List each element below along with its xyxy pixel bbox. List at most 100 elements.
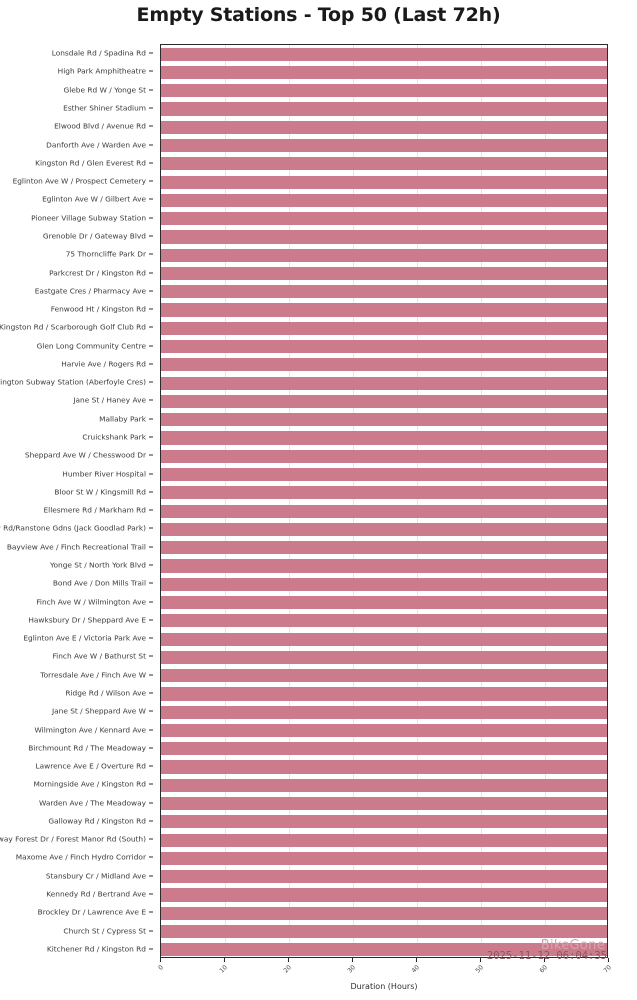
bar xyxy=(161,504,607,518)
y-tick-label: Finch Ave W / Wilmington Ave xyxy=(36,596,146,606)
y-tick-mark xyxy=(149,747,153,749)
y-tick-mark xyxy=(149,180,153,182)
bar xyxy=(161,175,607,189)
y-tick-label: Mallaby Park xyxy=(99,414,146,424)
y-tick-mark xyxy=(149,674,153,676)
gridline xyxy=(225,45,226,957)
bar xyxy=(161,650,607,664)
y-tick-mark xyxy=(149,948,153,950)
y-tick-label: Harvie Ave / Rogers Rd xyxy=(61,359,146,369)
y-tick-label: Parkway Forest Dr / Forest Manor Rd (Sou… xyxy=(0,834,146,844)
y-tick-label: Eastgate Cres / Pharmacy Ave xyxy=(34,286,146,296)
y-tick-label: Jane St / Haney Ave xyxy=(73,395,146,405)
y-tick-label: 75 Thorncliffe Park Dr xyxy=(65,249,146,259)
x-tick-mark xyxy=(224,958,225,962)
bar xyxy=(161,467,607,482)
bar xyxy=(161,65,607,79)
y-tick-mark xyxy=(149,820,153,822)
bar xyxy=(161,449,607,463)
y-tick-label: Elwood Blvd / Avenue Rd xyxy=(54,121,146,131)
y-tick-label: Kennedy Rd/Ranstone Gdns (Jack Goodlad P… xyxy=(0,523,146,533)
y-tick-label: Bond Ave / Don Mills Trail xyxy=(52,578,146,588)
x-tick-label: 20 xyxy=(282,964,293,975)
y-tick-mark xyxy=(149,856,153,858)
y-tick-mark xyxy=(149,308,153,310)
y-tick-mark xyxy=(149,765,153,767)
y-tick-mark xyxy=(149,162,153,164)
bar xyxy=(161,943,607,957)
y-tick-mark xyxy=(149,144,153,146)
y-tick-label: Eglinton Ave W / Prospect Cemetery xyxy=(12,176,146,186)
gridline xyxy=(353,45,354,957)
y-tick-label: High Park Amphitheatre xyxy=(57,66,146,76)
y-tick-mark xyxy=(149,729,153,730)
bar xyxy=(161,851,607,866)
y-tick-label: Warden Ave / The Meadoway xyxy=(39,797,146,807)
y-tick-mark xyxy=(149,692,153,694)
bar xyxy=(161,742,607,756)
plot-area xyxy=(160,44,608,958)
x-tick-mark xyxy=(416,958,417,962)
y-tick-label: Kingston Rd / Scarborough Golf Club Rd xyxy=(0,322,146,332)
y-tick-mark xyxy=(149,619,153,621)
bar xyxy=(161,705,607,719)
y-tick-label: Eglinton Ave E / Victoria Park Ave xyxy=(23,633,146,643)
x-axis-ticks: 0 10 20 30 40 50 60 70 xyxy=(157,958,613,988)
bar xyxy=(161,760,607,774)
x-tick-label: 50 xyxy=(474,964,485,975)
y-tick-mark xyxy=(149,637,153,639)
bar xyxy=(161,723,607,738)
y-tick-mark xyxy=(149,582,153,584)
y-tick-mark xyxy=(149,253,153,255)
x-axis-title: Duration (Hours) xyxy=(350,982,418,991)
bar xyxy=(161,138,607,153)
x-tick-mark xyxy=(352,958,353,962)
bar xyxy=(161,687,607,701)
y-tick-mark xyxy=(149,491,153,493)
gridline xyxy=(545,45,546,957)
x-tick-label: 30 xyxy=(346,964,357,975)
y-tick-label: Cruickshank Park xyxy=(82,432,146,442)
bar xyxy=(161,431,607,445)
y-tick-label: Kitchener Rd / Kingston Rd xyxy=(46,944,146,954)
y-tick-label: Bloor St W / Kingsmill Rd xyxy=(54,487,146,497)
bar xyxy=(161,394,607,409)
y-tick-label: Ridge Rd / Wilson Ave xyxy=(65,688,146,698)
y-tick-label: Sheppard Ave W / Chesswood Dr xyxy=(24,450,146,460)
bar xyxy=(161,47,607,61)
x-tick-mark xyxy=(288,958,289,962)
y-tick-label: Torresdale Ave / Finch Ave W xyxy=(40,669,146,679)
y-tick-mark xyxy=(149,326,153,328)
y-tick-label: Danforth Ave / Warden Ave xyxy=(46,139,146,149)
y-tick-label: Hawksbury Dr / Sheppard Ave E xyxy=(28,615,146,625)
y-tick-mark xyxy=(149,363,153,365)
x-tick-mark xyxy=(608,958,609,962)
y-tick-mark xyxy=(149,527,153,529)
y-tick-mark xyxy=(149,564,153,566)
x-tick-mark xyxy=(480,958,481,962)
y-tick-label: Lawrence Ave E / Overture Rd xyxy=(35,761,146,771)
x-tick-mark xyxy=(544,958,545,962)
bar xyxy=(161,84,607,98)
y-tick-label: Glebe Rd W / Yonge St xyxy=(63,84,146,94)
y-tick-mark xyxy=(149,235,153,237)
y-tick-label: Lonsdale Rd / Spadina Rd xyxy=(51,48,146,58)
bar xyxy=(161,797,607,811)
y-tick-mark xyxy=(149,546,153,548)
y-tick-mark xyxy=(149,52,153,54)
y-tick-mark xyxy=(149,107,153,109)
y-tick-mark xyxy=(149,655,153,657)
y-tick-mark xyxy=(149,710,153,712)
bar xyxy=(161,614,607,628)
y-tick-mark xyxy=(149,290,153,292)
bar xyxy=(161,321,607,335)
y-tick-mark xyxy=(149,418,153,420)
bar xyxy=(161,413,607,427)
bar xyxy=(161,632,607,646)
y-tick-label: Esther Shiner Stadium xyxy=(63,103,146,113)
y-tick-mark xyxy=(149,454,153,456)
y-tick-label: Humber River Hospital xyxy=(62,468,146,478)
y-tick-mark xyxy=(149,381,153,383)
brand-watermark: BikeGone xyxy=(540,938,605,953)
